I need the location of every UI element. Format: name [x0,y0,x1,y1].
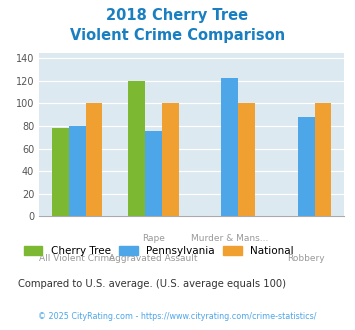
Bar [222,78,238,216]
Text: Violent Crime Comparison: Violent Crime Comparison [70,28,285,43]
Text: Rape: Rape [142,234,165,243]
Text: Compared to U.S. average. (U.S. average equals 100): Compared to U.S. average. (U.S. average … [18,279,286,289]
Bar [315,104,331,216]
Bar [162,104,179,216]
Text: © 2025 CityRating.com - https://www.cityrating.com/crime-statistics/: © 2025 CityRating.com - https://www.city… [38,312,317,321]
Text: All Violent Crime: All Violent Crime [39,254,115,263]
Bar [129,81,145,216]
Legend: Cherry Tree, Pennsylvania, National: Cherry Tree, Pennsylvania, National [20,242,298,260]
Bar [145,131,162,216]
Text: Robbery: Robbery [288,254,325,263]
Text: 2018 Cherry Tree: 2018 Cherry Tree [106,8,248,23]
Text: Aggravated Assault: Aggravated Assault [109,254,198,263]
Bar [52,128,69,216]
Bar [238,104,255,216]
Bar [86,104,102,216]
Bar [69,126,86,216]
Bar [298,117,315,216]
Text: Murder & Mans...: Murder & Mans... [191,234,268,243]
